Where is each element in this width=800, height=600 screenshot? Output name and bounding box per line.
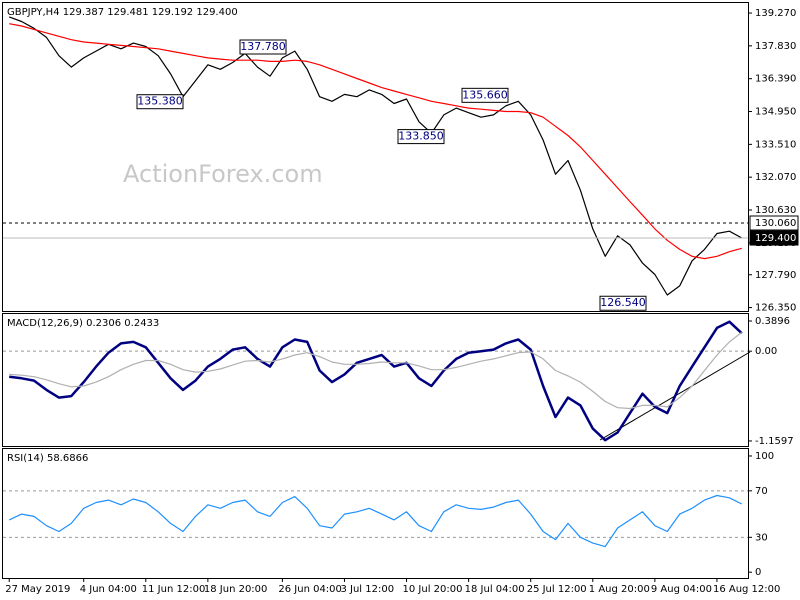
x-tick-label: 26 Jun 04:00 xyxy=(278,584,342,595)
rsi-panel xyxy=(2,448,749,579)
y-tick-label: 137.830 xyxy=(755,41,796,52)
series-line xyxy=(8,16,743,296)
h-line-label: 129.400 xyxy=(755,233,796,244)
series-line xyxy=(9,320,743,442)
x-tick-label: 18 Jun 20:00 xyxy=(204,584,268,595)
x-tick-label: 18 Jul 04:00 xyxy=(465,584,525,595)
y-tick-label: 127.790 xyxy=(755,270,796,281)
y-tick-label: 132.070 xyxy=(755,172,796,183)
annotation-label: 133.850 xyxy=(398,130,444,143)
x-tick-label: 25 Jul 12:00 xyxy=(527,584,587,595)
y-tick-label: 0 xyxy=(755,567,761,578)
y-tick-label: 136.390 xyxy=(755,74,796,85)
panel-title: MACD(12,26,9) 0.2306 0.2433 xyxy=(7,318,159,329)
x-tick-label: 11 Jun 12:00 xyxy=(142,584,206,595)
y-tick-label: -1.1597 xyxy=(755,436,794,447)
series-line xyxy=(8,494,743,548)
watermark: ActionForex.com xyxy=(123,160,323,188)
y-tick-label: 133.510 xyxy=(755,139,796,150)
panel-title: RSI(14) 58.6866 xyxy=(7,453,88,464)
y-tick-label: 0.3896 xyxy=(755,316,790,327)
x-tick-label: 27 May 2019 xyxy=(5,584,70,595)
x-tick-label: 3 Jul 12:00 xyxy=(340,584,394,595)
x-tick-label: 1 Aug 20:00 xyxy=(589,584,650,595)
panel-title: GBPJPY,H4 129.387 129.481 129.192 129.40… xyxy=(7,7,238,18)
y-tick-label: 0.00 xyxy=(755,346,777,357)
x-tick-label: 9 Aug 04:00 xyxy=(651,584,712,595)
annotation-box xyxy=(599,295,647,311)
annotation-box xyxy=(239,39,287,55)
annotation-label: 126.540 xyxy=(600,296,646,309)
y-tick-label: 100 xyxy=(755,451,774,462)
macd-panel xyxy=(2,313,749,447)
x-tick-label: 4 Jun 04:00 xyxy=(80,584,137,595)
y-tick-label: 70 xyxy=(755,486,768,497)
x-tick-label: 10 Jul 20:00 xyxy=(403,584,463,595)
series-line xyxy=(9,331,743,410)
annotation-box xyxy=(461,87,509,103)
h-line-tag xyxy=(749,230,799,246)
y-tick-label: 139.270 xyxy=(755,8,796,19)
y-tick-label: 134.950 xyxy=(755,107,796,118)
y-tick-label: 130.630 xyxy=(755,205,796,216)
series-line xyxy=(9,23,742,260)
h-line-tag xyxy=(749,215,799,231)
price-panel xyxy=(2,2,749,312)
annotation-box xyxy=(136,94,184,110)
y-tick-label: 126.350 xyxy=(755,303,796,314)
annotation-label: 135.660 xyxy=(462,88,508,101)
h-line-label: 130.060 xyxy=(755,218,796,229)
annotation-box xyxy=(397,129,445,145)
annotation-label: 137.780 xyxy=(240,40,286,53)
y-tick-label: 30 xyxy=(755,532,768,543)
x-tick-label: 16 Aug 12:00 xyxy=(713,584,780,595)
annotation-label: 135.380 xyxy=(137,95,183,108)
